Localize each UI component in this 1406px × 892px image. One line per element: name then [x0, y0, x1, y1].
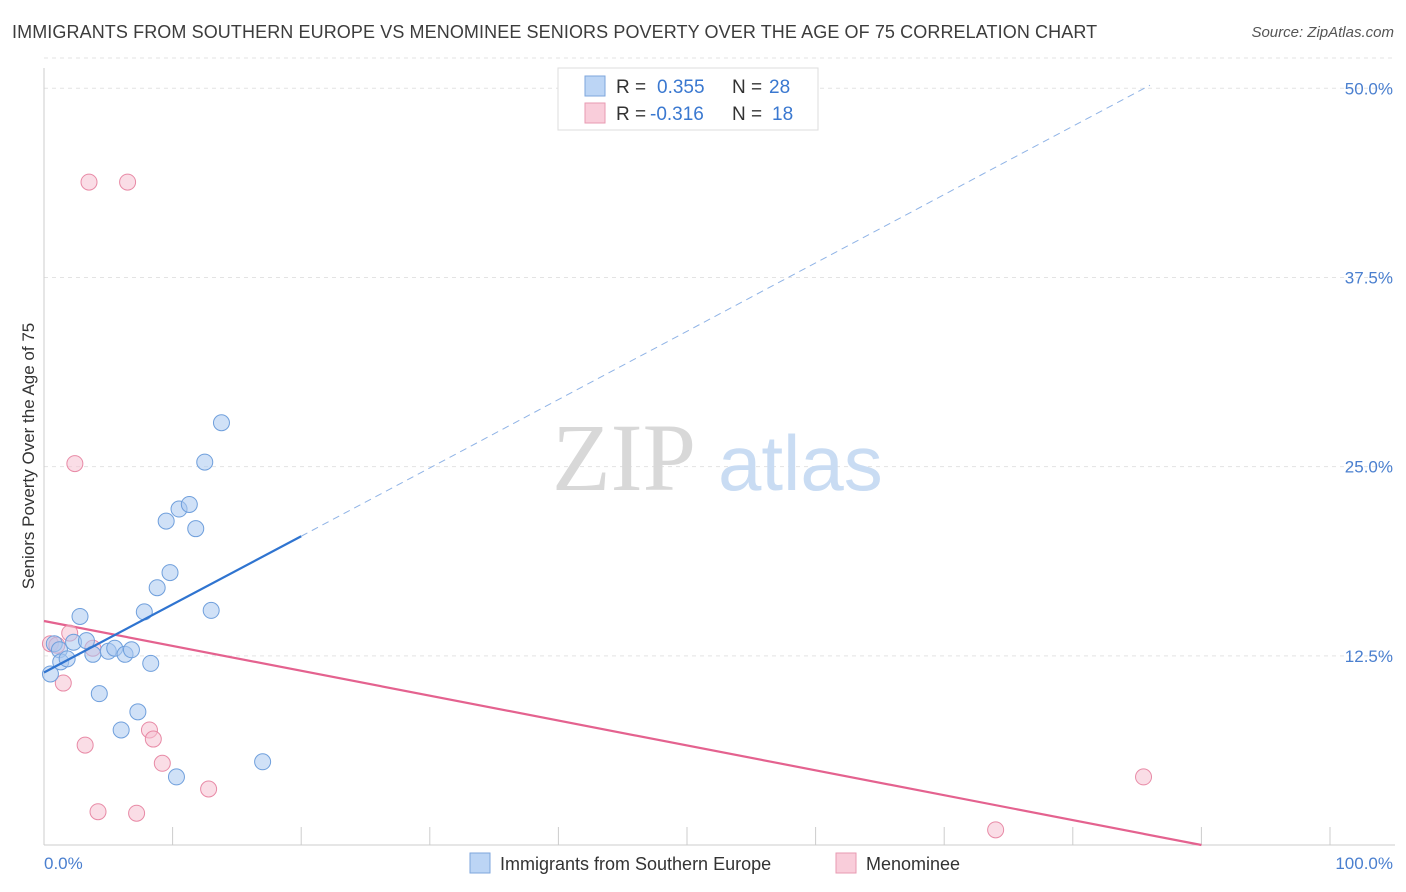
- y-tick-label: 37.5%: [1345, 268, 1393, 287]
- legend-r-value-1: 0.355: [657, 77, 705, 98]
- point-immigrants: [254, 753, 272, 771]
- point-immigrants: [77, 632, 95, 650]
- watermark-atlas: atlas: [718, 419, 883, 507]
- legend-r-label-2: R =: [616, 104, 646, 125]
- legend-r-label-1: R =: [616, 77, 646, 98]
- point-menominee: [144, 730, 162, 748]
- point-immigrants: [122, 641, 140, 659]
- point-immigrants: [71, 607, 89, 625]
- point-immigrants: [161, 564, 179, 582]
- point-menominee: [66, 455, 84, 473]
- y-axis-label: Seniors Poverty Over the Age of 75: [19, 323, 38, 589]
- bottom-legend-label-menominee: Menominee: [866, 854, 960, 874]
- point-immigrants: [129, 703, 147, 721]
- point-immigrants: [202, 601, 220, 619]
- x-tick-label-min: 0.0%: [44, 854, 83, 873]
- point-menominee: [89, 803, 107, 821]
- trend-lines: [43, 84, 1202, 847]
- point-immigrants: [148, 579, 166, 597]
- point-menominee: [54, 674, 72, 692]
- legend-swatch-immigrants: [584, 75, 606, 97]
- point-immigrants: [157, 512, 175, 530]
- point-menominee: [1135, 768, 1153, 786]
- point-menominee: [200, 780, 218, 798]
- stats-legend: R = 0.355 N = 28 R = -0.316 N = 18: [557, 67, 819, 131]
- watermark: ZIP atlas: [552, 404, 883, 511]
- point-menominee: [128, 804, 146, 822]
- point-immigrants: [167, 768, 185, 786]
- point-immigrants: [112, 721, 130, 739]
- trend-line-menominee: [43, 619, 1202, 847]
- point-menominee: [76, 736, 94, 754]
- bottom-legend-swatch-menominee: [835, 852, 857, 874]
- legend-swatch-menominee: [584, 102, 606, 124]
- point-immigrants: [187, 520, 205, 538]
- point-immigrants: [58, 650, 76, 668]
- legend-n-value-1: 28: [769, 77, 790, 98]
- legend-n-label-2: N =: [732, 104, 762, 125]
- chart-title: IMMIGRANTS FROM SOUTHERN EUROPE VS MENOM…: [12, 22, 1098, 42]
- trend-line-immigrants: [43, 535, 302, 674]
- point-menominee: [80, 173, 98, 191]
- y-tick-label: 50.0%: [1345, 79, 1393, 98]
- legend-n-label-1: N =: [732, 77, 762, 98]
- y-tick-label: 12.5%: [1345, 647, 1393, 666]
- watermark-zip: ZIP: [552, 404, 696, 511]
- x-tick-label-max: 100.0%: [1335, 854, 1393, 873]
- point-menominee: [119, 173, 137, 191]
- point-menominee: [987, 821, 1005, 839]
- trend-line-immigrants-extension: [300, 84, 1151, 537]
- point-immigrants: [196, 453, 214, 471]
- y-tick-labels: 12.5% 25.0% 37.5% 50.0%: [1345, 79, 1393, 666]
- x-axis-ticks: [172, 827, 1331, 845]
- bottom-legend-label-immigrants: Immigrants from Southern Europe: [500, 854, 771, 874]
- point-immigrants: [90, 685, 108, 703]
- point-immigrants: [142, 654, 160, 672]
- source-credit: Source: ZipAtlas.com: [1251, 24, 1394, 41]
- point-immigrants: [212, 414, 230, 432]
- y-tick-label: 25.0%: [1345, 458, 1393, 477]
- legend-n-value-2: 18: [772, 104, 793, 125]
- point-menominee: [153, 754, 171, 772]
- point-immigrants: [180, 495, 198, 513]
- legend-r-value-2: -0.316: [650, 104, 704, 125]
- series-legend: Immigrants from Southern Europe Menomine…: [469, 852, 960, 874]
- bottom-legend-swatch-immigrants: [469, 852, 491, 874]
